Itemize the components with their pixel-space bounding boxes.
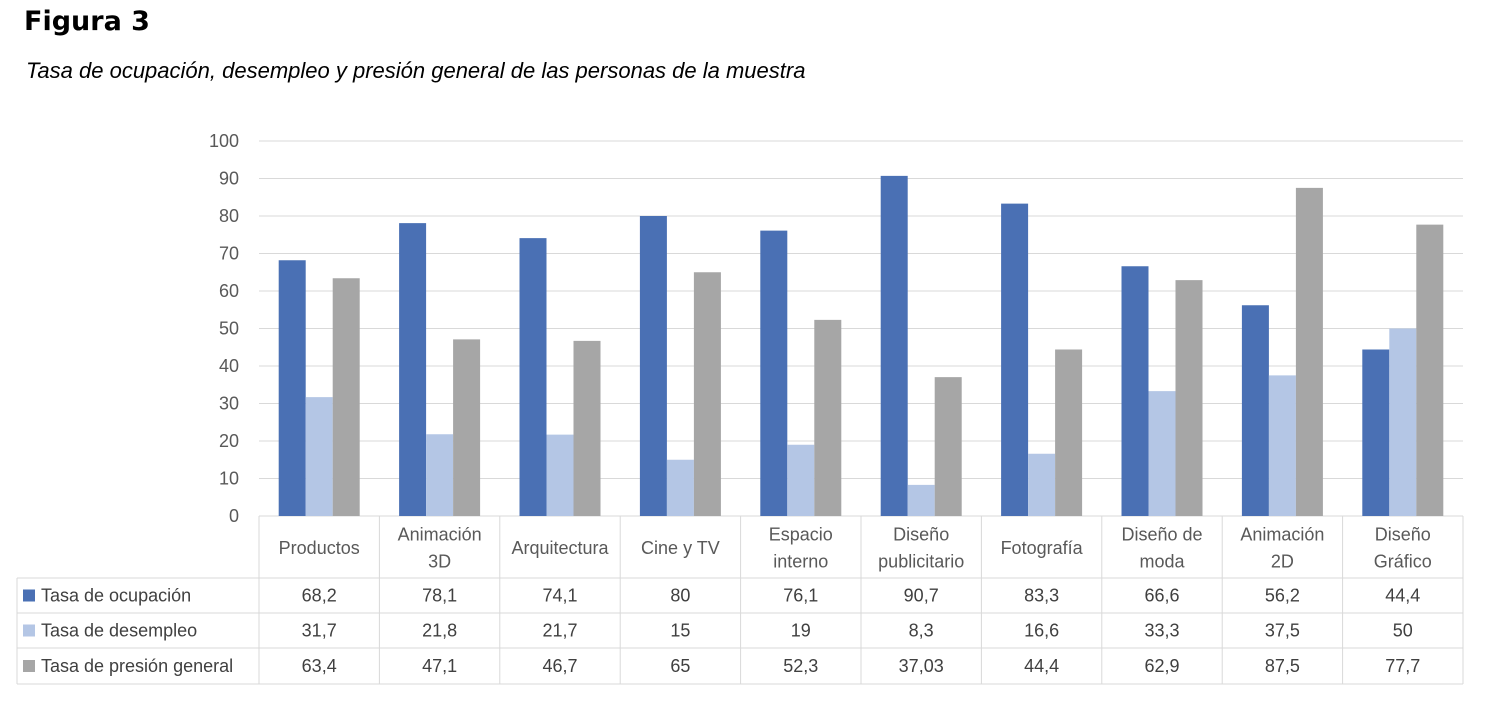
- x-tick-label: Animación: [398, 525, 482, 545]
- data-label: 44,4: [1385, 586, 1420, 606]
- x-tick-label: Espacio: [769, 525, 833, 545]
- x-tick-label: Productos: [279, 538, 360, 558]
- legend-swatch: [23, 660, 35, 672]
- bar: [787, 444, 815, 516]
- bar: [1175, 280, 1203, 516]
- data-label: 46,7: [542, 656, 577, 676]
- y-tick-label: 30: [219, 394, 239, 414]
- bar: [278, 260, 306, 516]
- y-tick-label: 100: [209, 131, 239, 151]
- legend-label: Tasa de desempleo: [41, 621, 197, 641]
- bar: [666, 459, 694, 516]
- y-tick-label: 80: [219, 206, 239, 226]
- x-tick-label: moda: [1139, 552, 1185, 572]
- bar: [399, 223, 427, 516]
- bar: [760, 230, 788, 516]
- data-label: 78,1: [422, 586, 457, 606]
- x-tick-label: Arquitectura: [511, 538, 609, 558]
- data-label: 50: [1393, 621, 1413, 641]
- bar: [1295, 187, 1323, 516]
- bar: [546, 434, 574, 516]
- bar: [1028, 453, 1056, 516]
- y-axis: 0 10 20 30 40 50 60 70 80 90 100: [209, 131, 239, 526]
- x-tick-label: Diseño de: [1121, 525, 1202, 545]
- data-label: 90,7: [904, 586, 939, 606]
- data-label: 66,6: [1144, 586, 1179, 606]
- bar: [1362, 349, 1390, 516]
- y-tick-label: 60: [219, 281, 239, 301]
- bar: [1121, 266, 1149, 516]
- bar: [639, 216, 667, 516]
- bar: [1416, 224, 1444, 516]
- x-tick-label: 2D: [1271, 552, 1294, 572]
- bar: [1389, 328, 1417, 516]
- data-label: 63,4: [302, 656, 337, 676]
- bar: [426, 434, 454, 516]
- legend-swatch: [23, 589, 35, 602]
- x-tick-label: Diseño: [1375, 525, 1431, 545]
- bar: [305, 397, 333, 516]
- legend-label: Tasa de presión general: [41, 656, 233, 676]
- bar: [332, 278, 360, 516]
- y-tick-label: 50: [219, 319, 239, 339]
- legend-label: Tasa de ocupación: [41, 586, 191, 606]
- data-label: 68,2: [302, 586, 337, 606]
- data-label: 52,3: [783, 656, 818, 676]
- bars: [278, 175, 1444, 516]
- bar: [880, 175, 908, 516]
- data-label: 62,9: [1144, 656, 1179, 676]
- y-tick-label: 10: [219, 469, 239, 489]
- y-tick-label: 40: [219, 356, 239, 376]
- x-tick-label: Animación: [1240, 525, 1324, 545]
- data-label: 37,03: [899, 656, 944, 676]
- data-label: 87,5: [1265, 656, 1300, 676]
- x-tick-label: Cine y TV: [641, 538, 720, 558]
- y-tick-label: 20: [219, 431, 239, 451]
- data-label: 16,6: [1024, 621, 1059, 641]
- x-tick-label: 3D: [428, 552, 451, 572]
- data-label: 80: [670, 586, 690, 606]
- data-label: 15: [670, 621, 690, 641]
- data-label: 56,2: [1265, 586, 1300, 606]
- bar: [907, 484, 935, 516]
- x-tick-label: Fotografía: [1001, 538, 1084, 558]
- bar: [1055, 349, 1083, 516]
- data-label: 8,3: [909, 621, 934, 641]
- bar: [1241, 305, 1269, 516]
- y-tick-label: 0: [229, 506, 239, 526]
- data-label: 37,5: [1265, 621, 1300, 641]
- x-tick-label: Gráfico: [1374, 552, 1432, 572]
- data-label: 83,3: [1024, 586, 1059, 606]
- data-label: 44,4: [1024, 656, 1059, 676]
- data-label: 76,1: [783, 586, 818, 606]
- data-label: 21,7: [542, 621, 577, 641]
- data-label: 77,7: [1385, 656, 1420, 676]
- bar: [1268, 375, 1296, 516]
- data-label: 21,8: [422, 621, 457, 641]
- data-table: Productos Animación 3D Arquitectura Cine y T…: [16, 516, 1464, 685]
- bar: [1148, 391, 1176, 516]
- bar: [814, 319, 842, 516]
- figure-subtitle: Tasa de ocupación, desempleo y presión g…: [26, 58, 806, 83]
- legend-swatch: [23, 624, 35, 637]
- data-label: 47,1: [422, 656, 457, 676]
- bar: [453, 339, 481, 516]
- bar: [934, 377, 962, 516]
- y-tick-label: 90: [219, 169, 239, 189]
- data-label: 33,3: [1144, 621, 1179, 641]
- data-label: 74,1: [542, 586, 577, 606]
- x-tick-label: Diseño: [893, 525, 949, 545]
- bar: [519, 238, 547, 516]
- figure-title: Figura 3: [24, 6, 150, 37]
- data-label: 65: [670, 656, 690, 676]
- bar: [573, 340, 601, 516]
- bar: [693, 272, 721, 516]
- bar: [1001, 203, 1029, 516]
- y-tick-label: 70: [219, 244, 239, 264]
- data-label: 19: [791, 621, 811, 641]
- x-tick-label: publicitario: [878, 552, 964, 572]
- data-label: 31,7: [302, 621, 337, 641]
- x-tick-label: interno: [773, 552, 828, 572]
